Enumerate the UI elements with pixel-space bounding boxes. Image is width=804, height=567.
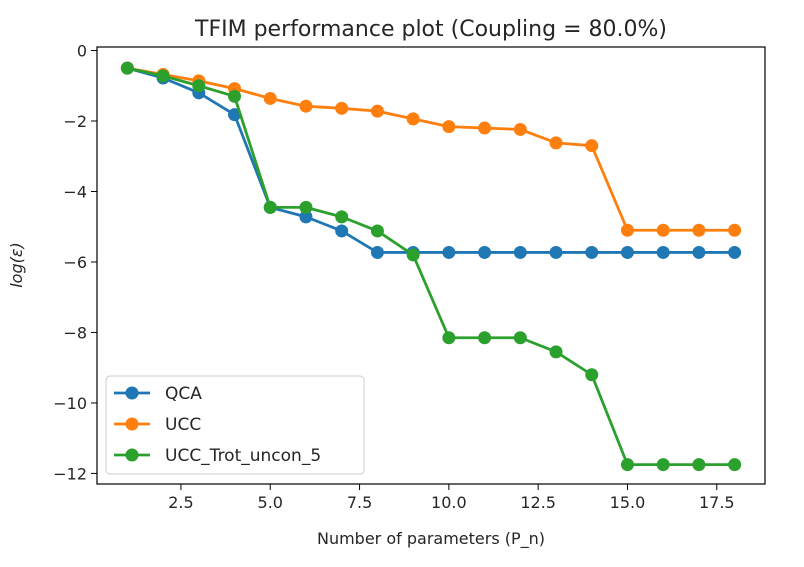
data-point xyxy=(478,331,492,345)
data-point xyxy=(728,223,742,237)
data-point xyxy=(656,223,670,237)
data-point xyxy=(549,136,563,150)
y-tick-label: 0 xyxy=(77,42,87,61)
data-point xyxy=(370,104,384,118)
x-tick-label: 7.5 xyxy=(347,493,372,512)
legend-box xyxy=(105,375,365,475)
x-tick-label: 17.5 xyxy=(699,493,735,512)
data-point xyxy=(620,223,634,237)
series-line xyxy=(126,66,735,254)
legend-entry: UCC_Trot_uncon_5 xyxy=(114,446,321,466)
legend-swatch-marker xyxy=(125,386,139,400)
legend: QCA UCC UCC_Trot_uncon_5 xyxy=(105,375,365,475)
legend-entry: UCC xyxy=(114,415,201,435)
data-point xyxy=(692,245,706,259)
legend-label: UCC xyxy=(165,415,201,435)
data-point xyxy=(299,99,313,113)
data-point xyxy=(442,245,456,259)
y-tick-label: −8 xyxy=(63,323,87,342)
series-layer xyxy=(120,61,742,472)
data-point xyxy=(513,245,527,259)
data-point xyxy=(620,458,634,472)
data-point xyxy=(728,245,742,259)
data-point xyxy=(263,91,277,105)
data-point xyxy=(620,245,634,259)
data-point xyxy=(478,245,492,259)
y-tick-label: −12 xyxy=(53,464,87,483)
legend-label: UCC_Trot_uncon_5 xyxy=(165,446,321,466)
data-point xyxy=(228,108,242,122)
data-point xyxy=(585,245,599,259)
y-tick-label: −2 xyxy=(63,112,87,131)
x-tick-label: 5.0 xyxy=(258,493,283,512)
x-axis-ticks: 2.5 5.0 7.5 10.0 12.5 15.0 17.5 xyxy=(168,484,735,512)
data-point xyxy=(549,245,563,259)
series-1 xyxy=(120,61,742,237)
data-point xyxy=(406,248,420,262)
data-point xyxy=(335,210,349,224)
data-point xyxy=(656,245,670,259)
y-tick-label: −10 xyxy=(53,394,87,413)
x-tick-label: 12.5 xyxy=(520,493,556,512)
legend-entry: QCA xyxy=(114,384,202,404)
legend-swatch-marker xyxy=(125,448,139,462)
y-axis-ticks: 0 −2 −4 −6 −8 −10 −12 xyxy=(53,42,97,483)
data-point xyxy=(299,210,313,224)
data-point xyxy=(156,69,170,83)
y-tick-label: −4 xyxy=(63,182,87,201)
x-axis-label: Number of parameters (P_n) xyxy=(317,529,545,549)
data-point xyxy=(299,200,313,214)
data-point xyxy=(692,458,706,472)
data-point xyxy=(656,458,670,472)
data-point xyxy=(406,112,420,126)
data-point xyxy=(728,458,742,472)
data-point xyxy=(692,223,706,237)
legend-label: QCA xyxy=(165,384,202,404)
data-point xyxy=(513,331,527,345)
legend-swatch-marker xyxy=(125,417,139,431)
data-point xyxy=(370,224,384,238)
data-point xyxy=(335,224,349,238)
data-point xyxy=(370,245,384,259)
chart-title: TFIM performance plot (Coupling = 80.0%) xyxy=(194,17,667,42)
x-tick-label: 15.0 xyxy=(610,493,646,512)
y-tick-label: −6 xyxy=(63,253,87,272)
plot-frame xyxy=(96,46,766,485)
data-point xyxy=(120,61,134,75)
data-point xyxy=(263,200,277,214)
y-axis-label: log(ε) xyxy=(7,242,26,288)
data-point xyxy=(478,121,492,135)
data-point xyxy=(442,120,456,134)
data-point xyxy=(513,122,527,136)
data-point xyxy=(228,89,242,103)
x-tick-label: 10.0 xyxy=(431,493,467,512)
data-point xyxy=(585,368,599,382)
data-point xyxy=(585,139,599,153)
data-point xyxy=(442,331,456,345)
x-tick-label: 2.5 xyxy=(168,493,193,512)
data-point xyxy=(549,345,563,359)
series-2 xyxy=(120,61,742,472)
data-point xyxy=(335,101,349,115)
data-point xyxy=(192,79,206,93)
